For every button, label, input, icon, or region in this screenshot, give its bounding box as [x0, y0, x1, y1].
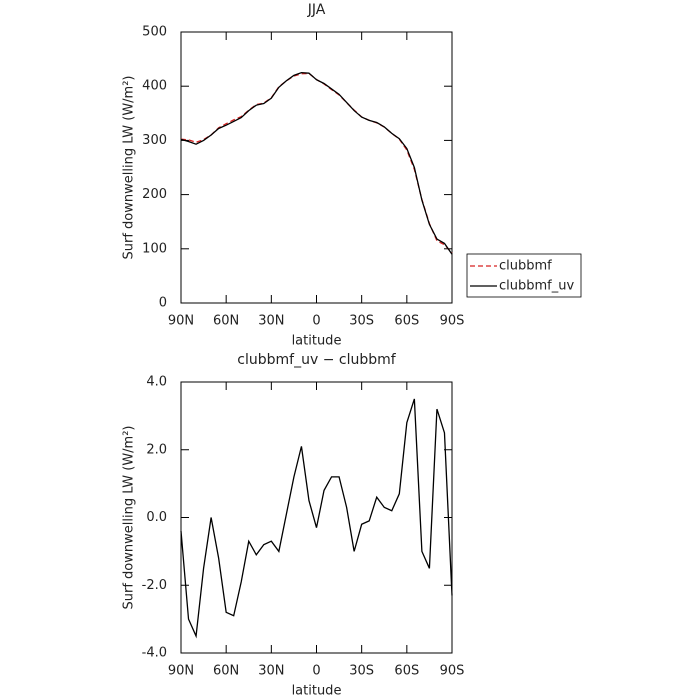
y-tick-label: 0.0 [146, 510, 167, 525]
y-tick-label: 500 [142, 25, 167, 40]
legend-box [466, 253, 582, 298]
y-tick-label: 0 [159, 296, 167, 311]
y-tick-label: 200 [142, 187, 167, 202]
chart-title: clubbmf_uv − clubbmf [237, 352, 396, 368]
x-tick-label: 60S [394, 314, 419, 329]
plot-frame [180, 31, 453, 304]
legend-label: clubbmf [499, 259, 552, 274]
x-tick-label: 0 [312, 664, 320, 679]
y-tick-label: -2.0 [142, 578, 167, 593]
x-axis-label: latitude [292, 334, 342, 349]
x-tick-label: 60N [213, 314, 239, 329]
y-tick-label: 400 [142, 79, 167, 94]
y-tick-label: 300 [142, 133, 167, 148]
data-line [180, 71, 453, 255]
y-tick-label: 2.0 [146, 442, 167, 457]
data-line [180, 398, 453, 639]
x-tick-label: 90N [168, 314, 194, 329]
legend-label: clubbmf_uv [499, 279, 574, 294]
x-tick-label: 90S [440, 314, 465, 329]
x-tick-label: 30N [258, 314, 284, 329]
x-tick-label: 30S [349, 664, 374, 679]
y-axis-label: Surf downwelling LW (W/m²) [122, 76, 137, 260]
y-tick-label: 4.0 [146, 375, 167, 390]
y-tick-label: 100 [142, 241, 167, 256]
x-tick-label: 30S [349, 314, 374, 329]
y-axis-label: Surf downwelling LW (W/m²) [122, 426, 137, 610]
x-tick-label: 60N [213, 664, 239, 679]
x-axis-label: latitude [292, 684, 342, 699]
x-tick-label: 30N [258, 664, 284, 679]
plot-frame [180, 381, 453, 654]
x-tick-label: 0 [312, 314, 320, 329]
data-line [180, 72, 453, 254]
x-tick-label: 60S [394, 664, 419, 679]
y-tick-label: -4.0 [142, 646, 167, 661]
x-tick-label: 90N [168, 664, 194, 679]
chart-title: JJA [307, 2, 326, 18]
x-tick-label: 90S [440, 664, 465, 679]
